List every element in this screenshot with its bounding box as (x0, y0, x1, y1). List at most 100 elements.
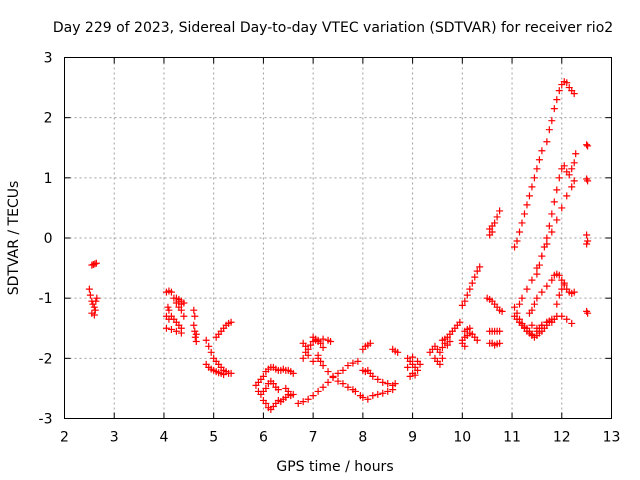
data-point (491, 219, 499, 227)
data-points (85, 78, 592, 413)
data-point (518, 294, 526, 302)
y-axis-ticks: -3 -2 -1 0 1 2 3 (39, 51, 612, 428)
y-tick-label: 2 (44, 111, 53, 127)
data-point (584, 309, 592, 317)
data-point (289, 390, 297, 398)
data-point (516, 228, 524, 236)
series-arc-15 (314, 351, 359, 395)
data-point (548, 276, 556, 284)
data-point (473, 336, 481, 344)
data-point (583, 307, 591, 315)
data-point (493, 213, 501, 221)
data-point (553, 216, 561, 224)
series-arc-30 (511, 312, 576, 339)
data-point (528, 276, 536, 284)
x-tick-label: 2 (60, 430, 69, 446)
data-point (89, 260, 97, 268)
data-point (555, 174, 563, 182)
series-arc-11 (254, 363, 297, 386)
data-point (548, 117, 556, 125)
series-arc-05 (172, 294, 188, 307)
series-arc-09 (212, 318, 235, 341)
data-point (550, 198, 558, 206)
data-point (92, 297, 100, 305)
series-arc-03 (162, 303, 185, 337)
data-point (584, 142, 592, 150)
data-point (334, 369, 342, 377)
data-point (528, 306, 536, 314)
y-tick-label: 3 (44, 51, 53, 67)
data-point (570, 90, 578, 98)
data-point (91, 260, 99, 268)
data-point (165, 306, 173, 314)
series-arc-13 (294, 357, 362, 407)
data-point (162, 324, 170, 332)
series-arc-33 (533, 150, 580, 278)
data-point (274, 386, 282, 394)
data-point (468, 279, 476, 287)
series-arc-21 (404, 353, 424, 380)
x-tick-label: 4 (159, 430, 168, 446)
data-point (167, 288, 175, 296)
data-point (289, 369, 297, 377)
data-point (85, 285, 93, 293)
data-point (461, 342, 469, 350)
data-point (91, 306, 99, 314)
data-point (404, 363, 412, 371)
data-point (409, 353, 417, 361)
series-arc-22 (426, 337, 454, 368)
data-point (299, 398, 307, 406)
data-point (89, 300, 97, 308)
data-point (90, 303, 98, 311)
data-point (560, 279, 568, 287)
data-point (513, 237, 521, 245)
data-point (414, 366, 422, 374)
data-point (535, 261, 543, 269)
data-point (314, 336, 322, 344)
data-point (488, 228, 496, 236)
data-point (511, 243, 519, 251)
data-point (191, 333, 199, 341)
data-point (565, 171, 573, 179)
data-point (414, 357, 422, 365)
series-arc-27 (486, 327, 504, 349)
data-point (584, 237, 592, 245)
data-point (570, 159, 578, 167)
data-point (379, 389, 387, 397)
data-point (86, 291, 94, 299)
data-point (391, 380, 399, 388)
data-point (496, 339, 504, 347)
data-point (259, 372, 267, 380)
data-point (359, 393, 367, 401)
data-point (583, 240, 591, 248)
data-point (384, 387, 392, 395)
data-point (463, 291, 471, 299)
data-point (583, 231, 591, 239)
data-point (530, 300, 538, 308)
data-point (299, 354, 307, 362)
data-point (324, 378, 332, 386)
data-point (538, 288, 546, 296)
data-point (456, 318, 464, 326)
data-point (553, 186, 561, 194)
series-arc-25 (458, 263, 484, 309)
data-point (525, 192, 533, 200)
data-point (324, 368, 332, 376)
data-point (550, 315, 558, 323)
data-point (570, 177, 578, 185)
data-point (317, 357, 325, 365)
data-point (191, 312, 199, 320)
data-point (558, 312, 566, 320)
data-point (319, 335, 327, 343)
data-point (262, 399, 270, 407)
data-point (190, 321, 198, 329)
data-point (369, 372, 377, 380)
series-arc-20 (389, 345, 402, 356)
data-point (339, 380, 347, 388)
data-point (558, 204, 566, 212)
y-tick-label: 1 (44, 171, 53, 187)
data-point (560, 162, 568, 170)
data-point (327, 337, 335, 345)
data-point (202, 336, 210, 344)
data-point (533, 270, 541, 278)
